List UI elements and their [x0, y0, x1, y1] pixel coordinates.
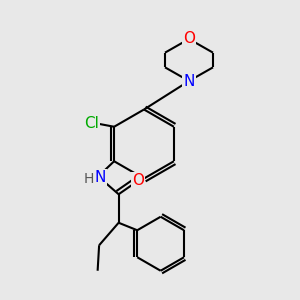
Text: H: H: [83, 172, 94, 186]
Text: Cl: Cl: [84, 116, 99, 131]
Text: N: N: [183, 74, 195, 88]
Text: N: N: [94, 170, 105, 185]
Text: O: O: [183, 32, 195, 46]
Text: O: O: [132, 173, 144, 188]
